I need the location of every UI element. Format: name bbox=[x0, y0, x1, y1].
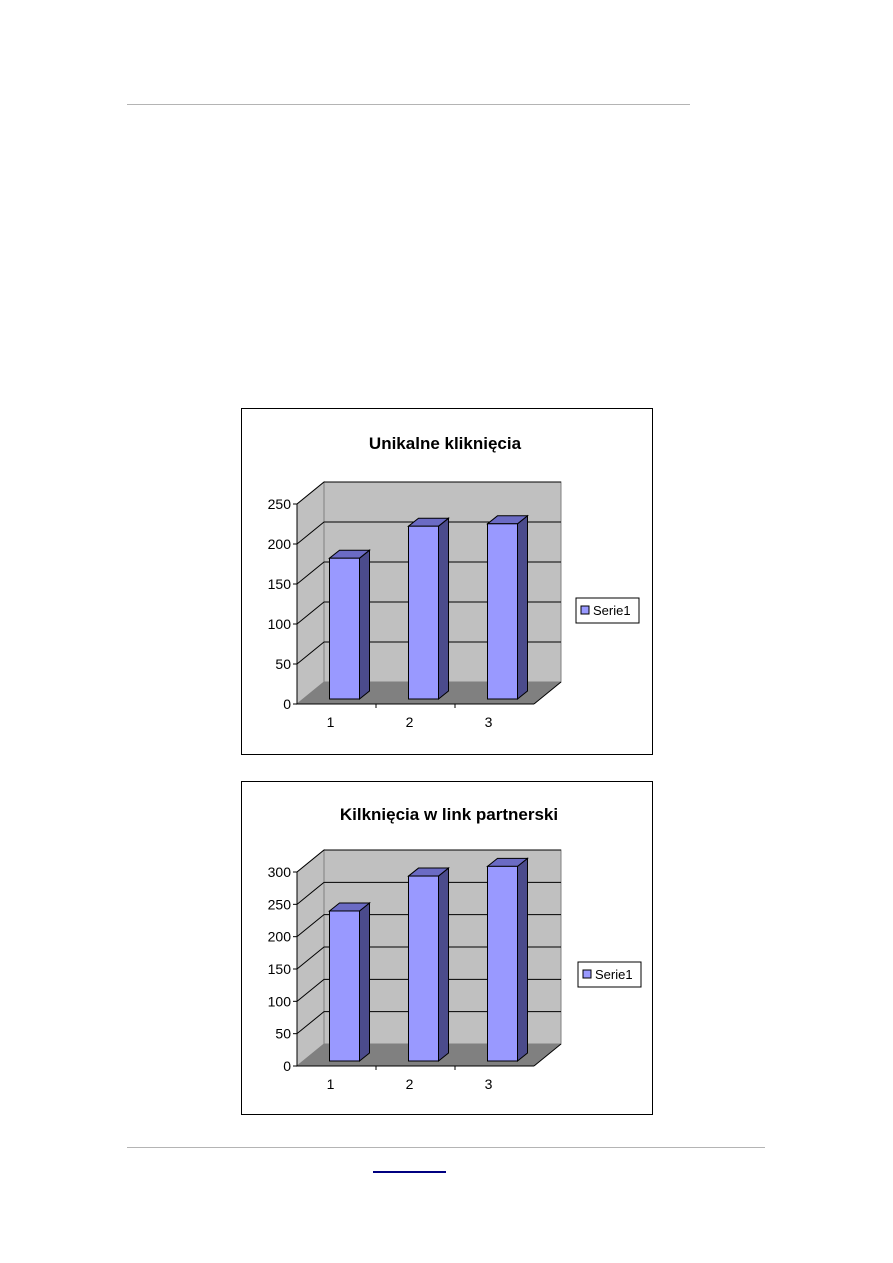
x-tick-label: 3 bbox=[485, 1076, 493, 1092]
gridline bbox=[296, 914, 561, 938]
gridline bbox=[296, 521, 561, 545]
gridline bbox=[296, 561, 561, 585]
gridline bbox=[296, 1011, 561, 1035]
gridline bbox=[296, 641, 561, 665]
chart-svg: 0 50 100 150 200 250 1 2 3 Unikalne kliknięcia Ser… bbox=[268, 434, 640, 730]
side-wall bbox=[296, 480, 325, 706]
bar-side bbox=[517, 857, 528, 1063]
gridline bbox=[296, 481, 561, 505]
legend-swatch bbox=[580, 605, 590, 615]
footer-link[interactable] bbox=[373, 1171, 446, 1173]
bar bbox=[408, 875, 439, 1062]
legend-swatch bbox=[582, 969, 592, 979]
bar-side bbox=[359, 549, 370, 701]
gridline bbox=[296, 601, 561, 625]
floor-edge bbox=[533, 681, 562, 705]
y-tick-label: 250 bbox=[268, 496, 292, 512]
y-tick-label: 150 bbox=[268, 576, 292, 592]
floor-edge bbox=[533, 1043, 562, 1067]
bar-side bbox=[359, 901, 370, 1063]
y-tick-label: 0 bbox=[283, 1058, 291, 1074]
x-tick-label: 3 bbox=[485, 714, 493, 730]
chart-affiliate-clicks: 0 50 100 150 200 250 300 1 2 3 Kilknięcia w link p… bbox=[241, 781, 653, 1115]
gridline bbox=[296, 946, 561, 970]
x-tick-label: 2 bbox=[406, 1076, 414, 1092]
y-tick-label: 100 bbox=[268, 993, 292, 1009]
chart-title: Unikalne kliknięcia bbox=[369, 434, 522, 453]
y-tick-label: 50 bbox=[275, 1026, 291, 1042]
y-tick-label: 100 bbox=[268, 616, 292, 632]
gridline bbox=[296, 849, 561, 873]
y-tick-label: 250 bbox=[268, 896, 292, 912]
x-tick-label: 2 bbox=[406, 714, 414, 730]
bar bbox=[487, 523, 518, 700]
bottom-rule bbox=[127, 1147, 765, 1148]
legend-label: Serie1 bbox=[595, 967, 633, 982]
y-tick-label: 150 bbox=[268, 961, 292, 977]
chart-unique-clicks: 0 50 100 150 200 250 1 2 3 Unikalne kliknięcia Ser… bbox=[241, 408, 653, 755]
bar bbox=[329, 910, 360, 1062]
chart-title: Kilknięcia w link partnerski bbox=[340, 805, 558, 824]
y-tick-label: 50 bbox=[275, 656, 291, 672]
bar-side bbox=[438, 867, 449, 1063]
bar-side bbox=[438, 517, 449, 701]
gridline bbox=[296, 978, 561, 1002]
top-rule bbox=[127, 104, 690, 105]
y-tick-label: 200 bbox=[268, 536, 292, 552]
x-tick-label: 1 bbox=[327, 1076, 335, 1092]
legend-label: Serie1 bbox=[593, 603, 631, 618]
y-tick-label: 0 bbox=[283, 696, 291, 712]
bar bbox=[329, 557, 360, 700]
y-tick-label: 200 bbox=[268, 929, 292, 945]
chart-svg: 0 50 100 150 200 250 300 1 2 3 Kilknięcia w link p… bbox=[268, 805, 642, 1092]
bar bbox=[487, 865, 518, 1062]
y-tick-label: 300 bbox=[268, 864, 292, 880]
gridline bbox=[296, 881, 561, 905]
x-tick-label: 1 bbox=[327, 714, 335, 730]
bar bbox=[408, 525, 439, 700]
bar-side bbox=[517, 514, 528, 701]
